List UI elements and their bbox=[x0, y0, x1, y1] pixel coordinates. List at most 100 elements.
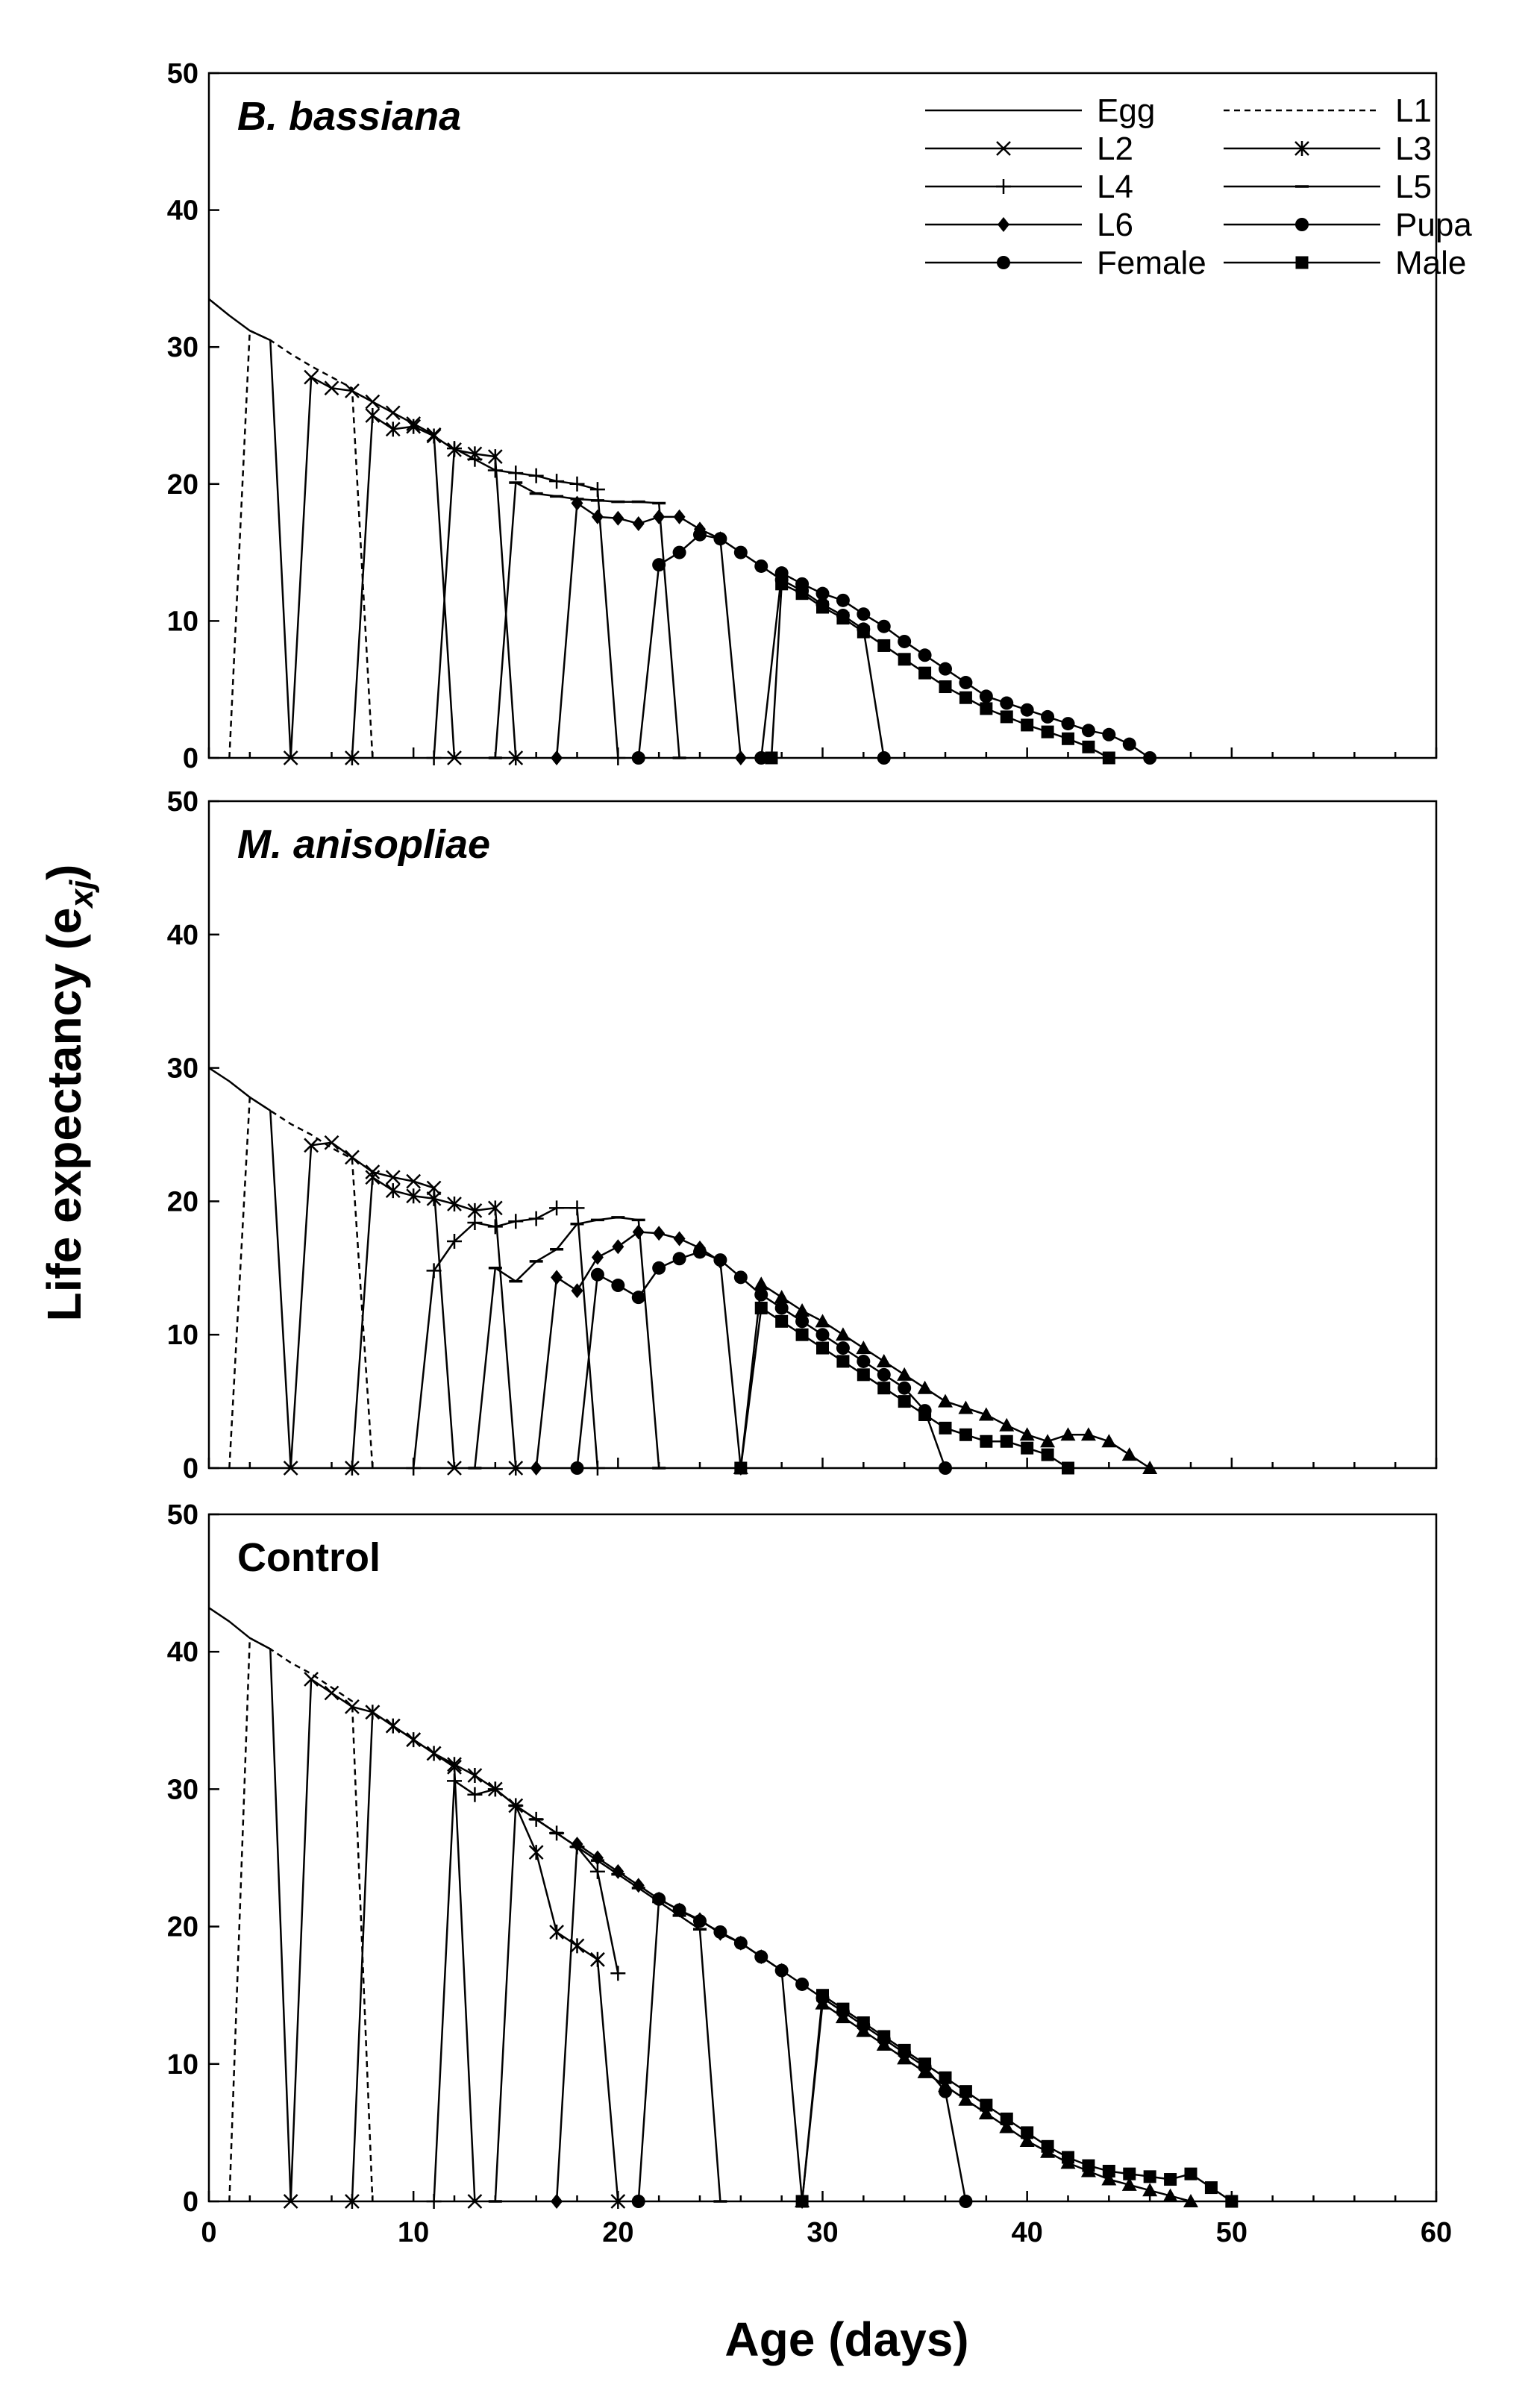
data-point bbox=[631, 751, 645, 765]
y-axis-title-close: ) bbox=[37, 865, 91, 880]
legend-marker bbox=[996, 179, 1011, 194]
data-point bbox=[467, 1787, 483, 1802]
data-point bbox=[1122, 737, 1136, 751]
data-point bbox=[487, 449, 503, 465]
data-point bbox=[487, 463, 503, 478]
data-point bbox=[1143, 2170, 1156, 2183]
data-point bbox=[632, 516, 645, 532]
data-point bbox=[589, 1461, 605, 1476]
data-point bbox=[652, 1892, 666, 1906]
legend-label: L6 bbox=[1097, 207, 1133, 243]
data-point bbox=[754, 1276, 769, 1291]
series-pupa bbox=[631, 1892, 973, 2208]
data-point bbox=[857, 1368, 870, 1382]
data-point bbox=[549, 474, 565, 489]
series-egg bbox=[208, 298, 292, 759]
series-line bbox=[474, 1216, 660, 1469]
data-point bbox=[426, 2194, 442, 2209]
data-point bbox=[939, 680, 952, 694]
data-point bbox=[754, 1301, 768, 1314]
data-point bbox=[959, 676, 973, 690]
data-point bbox=[1142, 2183, 1158, 2197]
data-point bbox=[999, 1417, 1015, 1432]
series-line bbox=[555, 1843, 804, 2202]
data-point bbox=[406, 418, 422, 434]
data-point bbox=[836, 1355, 850, 1368]
data-point bbox=[672, 1903, 686, 1917]
data-point bbox=[898, 634, 912, 648]
data-point bbox=[898, 1381, 912, 1395]
data-point bbox=[713, 532, 727, 546]
data-point bbox=[345, 1699, 360, 1714]
y-tick-label: 20 bbox=[167, 1186, 198, 1217]
data-point bbox=[385, 1170, 401, 1185]
data-point bbox=[754, 1950, 768, 1964]
data-point bbox=[467, 2194, 483, 2209]
series-l3 bbox=[345, 1170, 524, 1476]
data-point bbox=[877, 639, 891, 652]
data-point bbox=[467, 1767, 483, 1783]
data-point bbox=[815, 1328, 830, 1342]
data-point bbox=[939, 2071, 952, 2084]
data-point bbox=[673, 1231, 686, 1247]
data-point bbox=[898, 2043, 911, 2057]
data-point bbox=[590, 1267, 604, 1282]
data-point bbox=[876, 1353, 892, 1367]
data-point bbox=[365, 1705, 381, 1720]
y-axis-title: Life expectancy (exj) bbox=[37, 865, 100, 1322]
series-line bbox=[494, 1805, 721, 2202]
data-point bbox=[978, 2106, 994, 2120]
y-tick-label: 10 bbox=[167, 1320, 198, 1351]
data-point bbox=[754, 1288, 768, 1302]
data-point bbox=[1000, 710, 1013, 724]
data-point bbox=[591, 509, 604, 524]
data-point bbox=[551, 2194, 563, 2209]
data-point bbox=[774, 1290, 789, 1304]
data-point bbox=[774, 566, 789, 580]
data-point bbox=[365, 394, 381, 410]
data-point bbox=[569, 476, 585, 492]
data-point bbox=[795, 1303, 810, 1317]
data-point bbox=[487, 1219, 503, 1235]
data-point bbox=[652, 558, 666, 572]
legend-item-pupa: Pupa bbox=[1224, 207, 1472, 243]
data-point bbox=[795, 1328, 809, 1341]
data-point bbox=[1102, 727, 1116, 741]
data-point bbox=[1184, 2167, 1197, 2180]
series-l1 bbox=[228, 329, 374, 759]
data-point bbox=[1080, 1427, 1096, 1441]
data-point bbox=[857, 2016, 870, 2030]
data-point bbox=[836, 2002, 850, 2016]
data-point bbox=[612, 510, 624, 526]
series-line bbox=[351, 1176, 517, 1469]
data-point bbox=[1019, 2133, 1035, 2147]
series-l4 bbox=[426, 1773, 626, 2209]
data-point bbox=[652, 1261, 666, 1275]
data-point bbox=[918, 2057, 932, 2071]
data-point bbox=[1143, 751, 1157, 765]
x-tick-label: 60 bbox=[1421, 2217, 1452, 2248]
series-line bbox=[494, 481, 680, 759]
data-point bbox=[856, 1341, 871, 1355]
data-point bbox=[447, 1196, 462, 1211]
x-tick-label: 10 bbox=[398, 2217, 429, 2248]
data-point bbox=[1062, 1461, 1074, 1475]
data-point bbox=[816, 1989, 829, 2002]
data-point bbox=[774, 1301, 789, 1315]
y-tick-label: 30 bbox=[167, 1053, 198, 1085]
data-point bbox=[938, 2078, 953, 2092]
data-point bbox=[571, 1283, 583, 1299]
data-point bbox=[571, 1837, 583, 1852]
data-point bbox=[733, 545, 748, 559]
data-point bbox=[898, 653, 911, 666]
data-point bbox=[447, 441, 462, 457]
y-tick-label: 40 bbox=[167, 195, 198, 227]
data-point bbox=[385, 421, 401, 437]
legend-item-l2: L2 bbox=[925, 131, 1133, 167]
data-point bbox=[734, 750, 747, 765]
data-point bbox=[857, 1354, 871, 1368]
y-axis-title-subscript: xj bbox=[63, 880, 100, 909]
data-point bbox=[653, 1226, 666, 1241]
data-point bbox=[1164, 2173, 1177, 2186]
